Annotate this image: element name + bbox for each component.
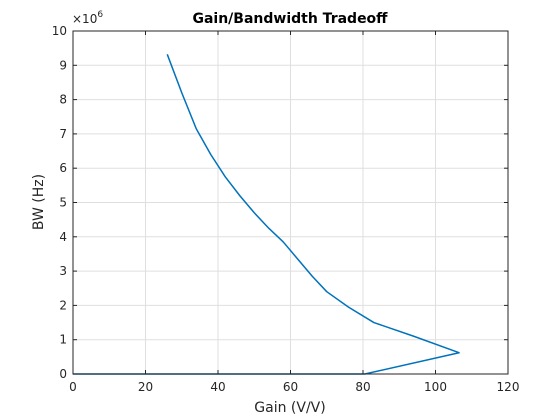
x-tick-label: 40	[210, 380, 225, 394]
x-tick-label: 60	[283, 380, 298, 394]
y-tick-label: 9	[59, 58, 67, 72]
y-tick-label: 6	[59, 161, 67, 175]
x-tick-label: 20	[138, 380, 153, 394]
x-tick-label: 0	[69, 380, 77, 394]
y-exponent-base: ×10	[72, 12, 97, 26]
series-line	[73, 54, 460, 375]
y-tick-label: 1	[59, 333, 67, 347]
series-layer	[73, 54, 460, 375]
y-tick-label: 10	[52, 24, 67, 38]
chart-title: Gain/Bandwidth Tradeoff	[192, 11, 388, 27]
x-axis-label: Gain (V/V)	[254, 400, 325, 416]
y-tick-label: 0	[59, 367, 67, 381]
y-tick-label: 7	[59, 127, 67, 141]
y-tick-label: 4	[59, 230, 67, 244]
y-tick-label: 3	[59, 264, 67, 278]
y-exponent-label: ×106	[72, 10, 103, 26]
ticks: 0 20 40 60 80 100 120 0 1 2 3 4 5 6 7 8 9 10	[52, 24, 520, 394]
x-tick-label: 100	[424, 380, 447, 394]
y-tick-label: 5	[59, 196, 67, 210]
y-tick-label: 2	[59, 298, 67, 312]
y-exponent-power: 6	[97, 10, 103, 20]
y-tick-label: 8	[59, 93, 67, 107]
y-axis-label: BW (Hz)	[31, 174, 47, 230]
x-tick-label: 120	[497, 380, 520, 394]
x-tick-label: 80	[355, 380, 370, 394]
